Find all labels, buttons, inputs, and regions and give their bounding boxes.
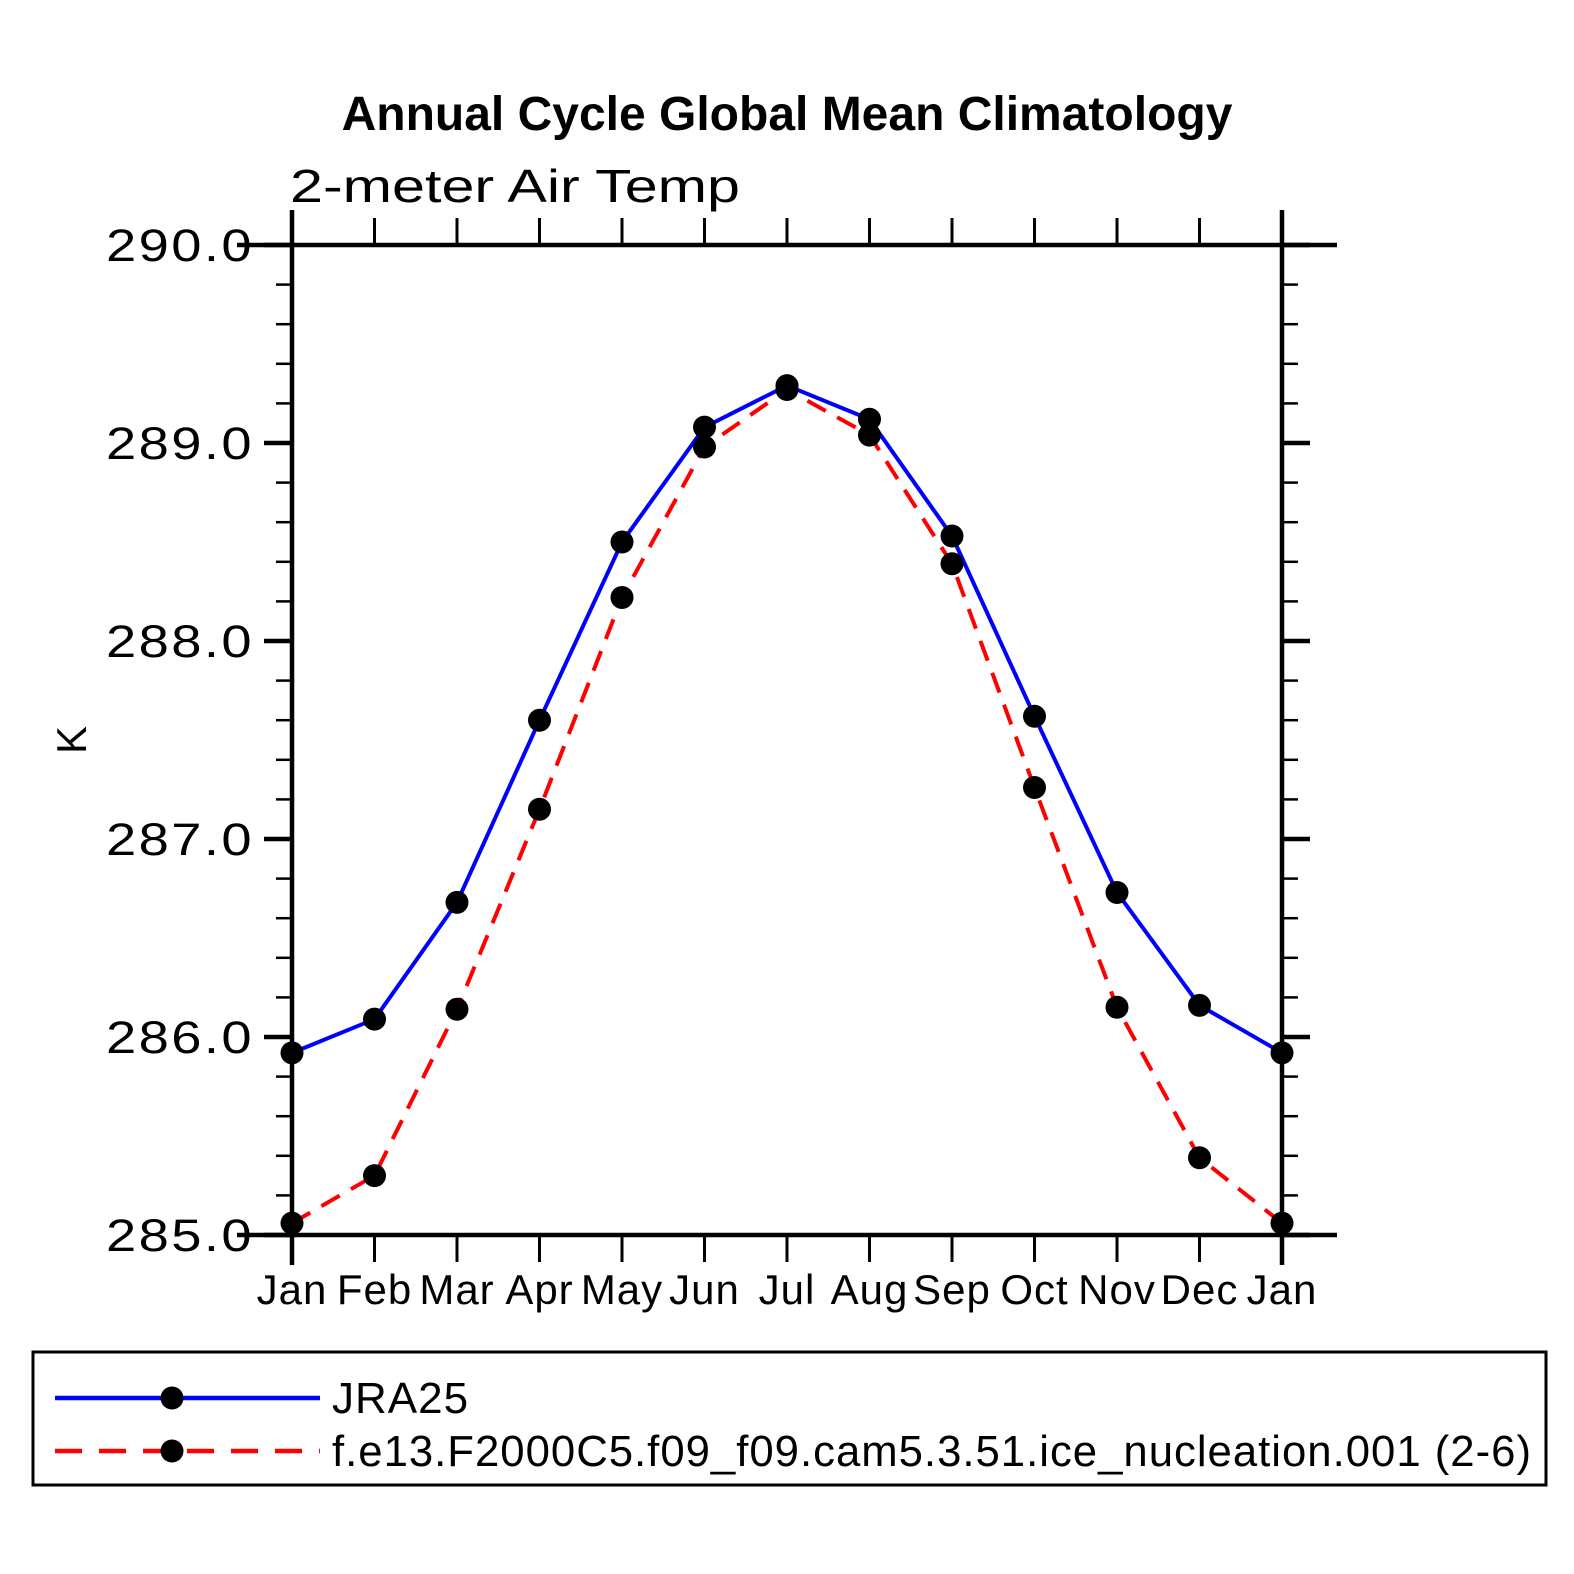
legend-label: f.e13.F2000C5.f09_f09.cam5.3.51.ice_nucl… <box>332 1427 1532 1476</box>
data-point-marker <box>445 890 469 914</box>
y-tick-label: 289.0 <box>106 418 254 469</box>
data-point-marker <box>858 407 881 431</box>
data-point-marker <box>610 530 634 554</box>
y-tick-label: 290.0 <box>106 220 254 271</box>
series-line <box>291 383 1283 1055</box>
y-axis-label: K <box>48 726 95 754</box>
data-point-marker <box>775 378 799 402</box>
series-jra25 <box>280 374 1294 1065</box>
x-ticks <box>290 218 1284 1262</box>
x-tick-label: Dec <box>1161 1266 1239 1313</box>
x-tick-label: Sep <box>913 1266 991 1313</box>
series-model <box>280 378 1294 1235</box>
data-point-marker <box>693 435 716 459</box>
data-point-marker <box>1270 1211 1294 1235</box>
data-point-marker <box>940 552 964 576</box>
data-point-marker <box>280 1041 304 1065</box>
chart-subtitle: 2-meter Air Temp <box>290 160 740 212</box>
series-line <box>291 387 1284 1225</box>
data-point-marker <box>1105 880 1129 904</box>
data-point-marker <box>1270 1041 1294 1065</box>
x-tick-label: Jan <box>1247 1266 1318 1313</box>
data-point-marker <box>528 708 551 732</box>
y-tick-label: 287.0 <box>106 814 254 865</box>
x-tick-label: Jun <box>669 1266 740 1313</box>
chart-title: Annual Cycle Global Mean Climatology <box>342 88 1233 141</box>
data-point-marker <box>528 797 551 821</box>
data-point-marker <box>1023 776 1046 800</box>
legend: JRA25f.e13.F2000C5.f09_f09.cam5.3.51.ice… <box>31 1350 1548 1487</box>
legend-marker <box>160 1386 184 1410</box>
data-point-marker <box>1105 995 1129 1019</box>
legend-box <box>31 1350 1548 1487</box>
x-tick-label: Oct <box>1000 1266 1068 1313</box>
data-point-marker <box>280 1211 304 1235</box>
y-ticks <box>264 242 1310 1238</box>
x-tick-label: Nov <box>1078 1266 1156 1313</box>
data-point-marker <box>610 585 634 609</box>
x-tick-label: Apr <box>505 1266 573 1313</box>
x-tick-label: Aug <box>831 1266 909 1313</box>
legend-label: JRA25 <box>332 1374 469 1423</box>
x-tick-label: Jul <box>759 1266 816 1313</box>
x-tick-label: Jan <box>257 1266 328 1313</box>
data-point-marker <box>693 415 716 439</box>
data-point-marker <box>1188 993 1211 1017</box>
y-tick-label: 288.0 <box>106 616 254 667</box>
data-point-marker <box>1188 1146 1211 1170</box>
x-tick-label: Feb <box>337 1266 412 1313</box>
x-tick-label: May <box>581 1266 663 1313</box>
y-tick-label: 285.0 <box>106 1210 254 1261</box>
data-point-marker <box>1023 704 1046 728</box>
x-tick-label: Mar <box>419 1266 494 1313</box>
data-point-marker <box>940 524 964 548</box>
legend-marker <box>160 1439 184 1463</box>
data-point-marker <box>445 997 469 1021</box>
y-tick-label: 286.0 <box>106 1012 254 1063</box>
axes <box>237 210 1337 1265</box>
data-point-marker <box>363 1164 386 1188</box>
data-point-marker <box>363 1007 386 1031</box>
data-point-marker <box>858 423 881 447</box>
